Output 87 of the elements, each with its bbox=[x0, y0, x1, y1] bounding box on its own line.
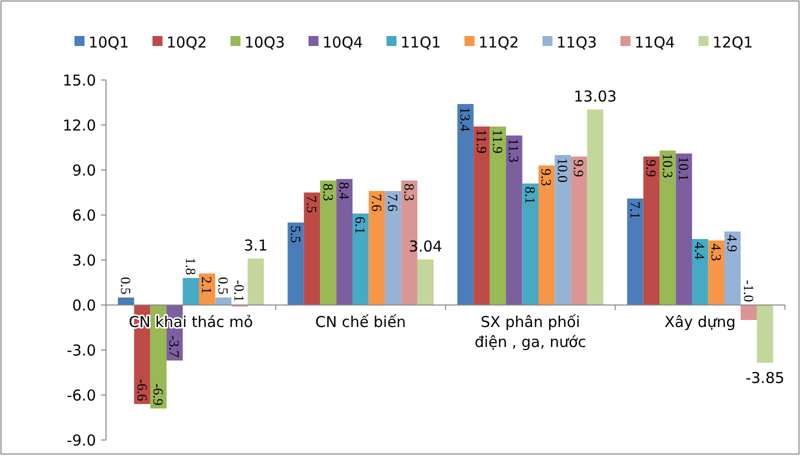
bar bbox=[368, 191, 385, 305]
data-label: 10.3 bbox=[658, 154, 674, 178]
bar bbox=[490, 126, 506, 305]
data-label: 0.5 bbox=[117, 277, 132, 294]
data-label: 9.9 bbox=[642, 160, 658, 177]
legend-label: 10Q4 bbox=[322, 33, 363, 52]
data-label: 7.6 bbox=[384, 194, 400, 212]
bar bbox=[506, 136, 522, 305]
data-label: 4.9 bbox=[724, 234, 739, 252]
legend-label: 10Q3 bbox=[244, 33, 285, 52]
data-label: 13.4 bbox=[456, 107, 472, 132]
data-label: 3.04 bbox=[408, 237, 442, 256]
data-label: 11.9 bbox=[489, 130, 504, 154]
data-label: 11.9 bbox=[472, 130, 488, 154]
x-tick-label: Xây dựng bbox=[664, 313, 736, 331]
data-label: 7.1 bbox=[626, 202, 642, 219]
bar bbox=[538, 166, 555, 305]
y-tick-label: -6.0 bbox=[66, 386, 96, 404]
data-label: 2.1 bbox=[198, 276, 214, 294]
bar bbox=[724, 232, 741, 305]
data-label: -3.7 bbox=[166, 335, 181, 358]
data-label: 3.1 bbox=[244, 236, 268, 254]
bar bbox=[756, 305, 774, 363]
y-tick-label: 3.0 bbox=[72, 251, 96, 270]
bar bbox=[248, 258, 264, 305]
data-label: 4.4 bbox=[691, 242, 706, 260]
bar bbox=[570, 156, 588, 305]
bar bbox=[587, 110, 604, 305]
data-label: -3.85 bbox=[746, 368, 784, 387]
bar bbox=[182, 278, 199, 305]
y-tick-label: 15.0 bbox=[62, 71, 96, 90]
bar bbox=[352, 214, 369, 305]
bar bbox=[304, 192, 320, 305]
data-label: 8.4 bbox=[336, 182, 351, 200]
y-tick-label: 0.0 bbox=[72, 296, 96, 314]
y-tick-label: -9.0 bbox=[66, 431, 96, 450]
legend-label: 11Q4 bbox=[634, 33, 675, 52]
bar bbox=[708, 240, 724, 305]
data-label: 10.0 bbox=[554, 158, 569, 182]
y-tick-label: 6.0 bbox=[72, 206, 96, 224]
bar bbox=[417, 259, 434, 305]
legend-label: 11Q1 bbox=[400, 33, 441, 52]
bar bbox=[320, 180, 336, 305]
bar bbox=[627, 198, 644, 305]
data-label: 8.1 bbox=[521, 186, 536, 204]
data-label: 4.3 bbox=[707, 244, 722, 261]
bar bbox=[522, 184, 538, 305]
data-label: 13.03 bbox=[574, 88, 617, 106]
data-label: 10.1 bbox=[675, 156, 690, 181]
data-label: 9.9 bbox=[570, 160, 586, 177]
data-label: -1.0 bbox=[740, 280, 755, 302]
bar bbox=[676, 154, 692, 305]
y-tick-label: 9.0 bbox=[72, 161, 96, 180]
y-tick-label: 12.0 bbox=[62, 116, 96, 134]
legend-label: 11Q3 bbox=[556, 33, 597, 52]
data-label: 7.5 bbox=[303, 196, 318, 213]
legend-label: 12Q1 bbox=[712, 33, 753, 52]
bar bbox=[643, 156, 660, 305]
bar bbox=[215, 298, 232, 305]
data-label: 11.3 bbox=[505, 138, 520, 162]
bar bbox=[288, 222, 304, 305]
data-label: 0.5 bbox=[214, 277, 230, 294]
bar bbox=[457, 104, 474, 305]
data-label: 5.5 bbox=[286, 226, 302, 243]
data-label: 9.3 bbox=[538, 168, 553, 186]
bar bbox=[118, 298, 134, 305]
bar bbox=[554, 155, 571, 305]
bar bbox=[384, 191, 402, 305]
data-label: 8.3 bbox=[319, 184, 334, 201]
x-tick-label: SX phân phối điện , ga, nước bbox=[474, 313, 586, 351]
bar bbox=[692, 239, 708, 305]
bar bbox=[740, 305, 757, 320]
data-label: -0.1 bbox=[230, 280, 246, 302]
legend-label: 11Q2 bbox=[478, 33, 519, 52]
data-label: 7.6 bbox=[368, 194, 383, 212]
bar bbox=[336, 179, 353, 305]
data-label: -6.9 bbox=[150, 383, 165, 406]
data-label: -6.6 bbox=[133, 378, 148, 401]
legend-label: 10Q2 bbox=[166, 33, 207, 52]
data-label: 1.8 bbox=[182, 258, 197, 275]
x-tick-label: CN chế biến bbox=[315, 313, 406, 331]
y-tick-label: -3.0 bbox=[66, 341, 96, 360]
data-label: 6.1 bbox=[352, 216, 367, 234]
data-label: 8.3 bbox=[400, 184, 416, 201]
bar bbox=[474, 126, 490, 305]
bar bbox=[660, 150, 676, 305]
legend-label: 10Q1 bbox=[88, 33, 129, 52]
